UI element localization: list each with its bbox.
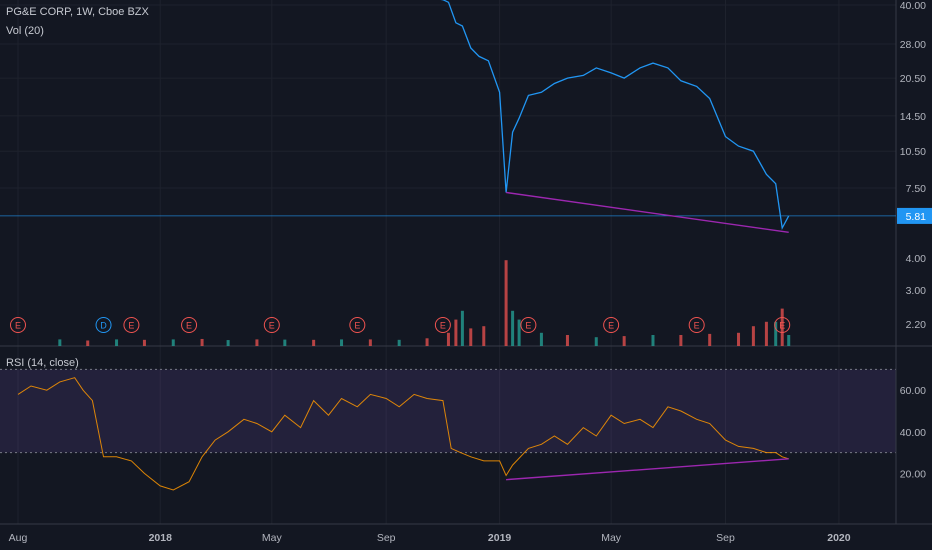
price-axis-label: 14.50 <box>900 111 926 123</box>
volume-bar <box>764 321 768 346</box>
volume-bar <box>312 339 316 346</box>
volume-bar <box>504 260 508 346</box>
volume-bar <box>517 319 521 346</box>
price-axis-label: 28.00 <box>900 39 926 51</box>
price-axis-label: 10.50 <box>900 146 926 158</box>
earnings-marker <box>349 317 366 333</box>
x-axis-label: 2018 <box>149 532 173 544</box>
volume-bar <box>142 339 146 346</box>
earnings-marker <box>774 317 791 333</box>
volume-axis-label: 4.00 <box>906 253 927 265</box>
volume-bar <box>200 338 204 346</box>
rsi-band <box>0 369 896 453</box>
volume-bar <box>565 335 569 346</box>
volume-axis-label: 2.20 <box>906 319 927 331</box>
symbol-legend: PG&E CORP, 1W, Cboe BZX <box>6 6 149 18</box>
rsi-line <box>17 377 789 491</box>
earnings-marker-label: E <box>525 321 531 331</box>
volume-bar <box>774 321 778 346</box>
earnings-marker-label: E <box>128 321 134 331</box>
volume-bar <box>622 336 626 346</box>
volume-bar <box>751 326 755 346</box>
x-axis-label: 2020 <box>827 532 851 544</box>
volume-bar <box>511 310 515 346</box>
volume-bar <box>454 319 458 346</box>
volume-axis-label: 3.00 <box>906 285 927 297</box>
x-axis-label: Sep <box>377 532 396 544</box>
rsi-axis-label: 40.00 <box>900 427 926 439</box>
volume-bar <box>340 339 344 346</box>
rsi-legend: RSI (14, close) <box>6 357 79 369</box>
volume-bar <box>539 332 543 346</box>
price-axis-label: 7.50 <box>906 183 927 195</box>
earnings-marker-label: E <box>779 321 785 331</box>
earnings-marker-label: E <box>354 321 360 331</box>
earnings-marker-label: E <box>608 321 614 331</box>
volume-bar <box>708 333 712 346</box>
earnings-marker <box>123 317 140 333</box>
volume-bar <box>446 332 450 346</box>
earnings-marker-label: E <box>694 321 700 331</box>
earnings-marker-label: E <box>186 321 192 331</box>
x-axis-label: May <box>262 532 283 544</box>
earnings-marker <box>10 317 26 333</box>
volume-bar <box>787 335 791 346</box>
earnings-marker <box>181 317 198 333</box>
price-axis-label: 40.00 <box>900 0 926 12</box>
earnings-marker <box>95 317 112 333</box>
x-axis-label: Sep <box>716 532 735 544</box>
volume-bar <box>460 310 464 346</box>
volume-bar <box>255 339 259 346</box>
volume-bar <box>737 332 741 346</box>
volume-bar <box>226 340 230 346</box>
earnings-marker-label: E <box>440 321 446 331</box>
volume-bar <box>58 339 62 346</box>
volume-bar <box>780 308 784 346</box>
volume-bar <box>482 326 486 346</box>
earnings-marker-label: D <box>100 321 107 331</box>
volume-bar <box>115 339 119 346</box>
rsi-trendline <box>506 458 789 481</box>
earnings-marker <box>603 317 620 333</box>
volume-bar <box>86 340 90 346</box>
volume-bar <box>425 338 429 346</box>
price-line <box>440 0 790 231</box>
volume-bar <box>368 339 372 346</box>
volume-bar <box>651 335 655 346</box>
earnings-marker <box>520 317 537 333</box>
volume-bar <box>679 335 683 346</box>
x-axis-label: Aug <box>9 532 28 544</box>
earnings-marker-label: E <box>15 321 21 331</box>
earnings-marker <box>688 317 705 333</box>
price-trendline <box>505 191 789 234</box>
price-axis-label: 20.50 <box>900 73 926 85</box>
rsi-axis-label: 20.00 <box>900 468 926 480</box>
volume-bar <box>469 328 473 346</box>
rsi-axis-label: 60.00 <box>900 385 926 397</box>
x-axis-label: 2019 <box>488 532 512 544</box>
volume-bar <box>283 339 287 346</box>
volume-bar <box>171 339 175 346</box>
last-price-label: 5.81 <box>906 211 927 223</box>
earnings-marker-label: E <box>269 321 275 331</box>
last-price-tag <box>897 207 932 224</box>
earnings-marker <box>434 317 451 333</box>
volume-bar <box>594 337 598 346</box>
volume-legend: Vol (20) <box>6 25 44 37</box>
earnings-marker <box>263 317 280 333</box>
x-axis-label: May <box>601 532 622 544</box>
volume-bar <box>397 339 401 346</box>
